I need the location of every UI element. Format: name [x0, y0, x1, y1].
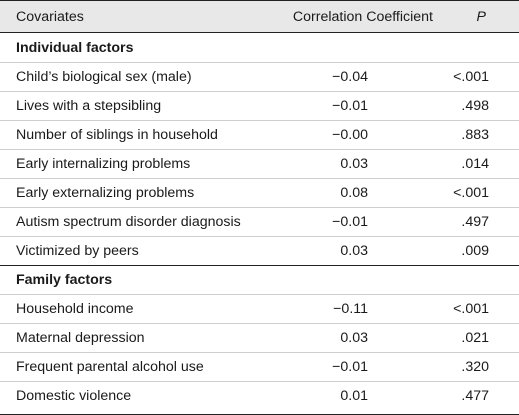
row-p-value: .320 — [461, 359, 489, 375]
row-covariate: Lives with a stepsibling — [16, 98, 162, 114]
row-covariate: Frequent parental alcohol use — [16, 359, 204, 375]
group-title: Family factors — [16, 272, 113, 288]
group-title: Individual factors — [16, 39, 134, 56]
table-row: Domestic violence 0.01 .477 — [0, 381, 519, 410]
row-coefficient: −0.00 — [332, 127, 368, 143]
header-covariates: Covariates — [16, 8, 84, 25]
row-covariate: Early externalizing problems — [16, 185, 195, 201]
row-coefficient: 0.01 — [340, 388, 368, 404]
row-covariate: Child’s biological sex (male) — [16, 69, 192, 85]
row-covariate: Victimized by peers — [16, 243, 139, 259]
row-coefficient: −0.04 — [332, 69, 368, 85]
row-covariate: Autism spectrum disorder diagnosis — [16, 214, 241, 230]
row-coefficient: 0.03 — [340, 156, 368, 172]
row-covariate: Domestic violence — [16, 388, 132, 404]
row-coefficient: 0.03 — [340, 243, 368, 259]
row-p-value: .014 — [461, 156, 489, 172]
row-p-value: .477 — [461, 388, 489, 404]
row-p-value: .021 — [461, 330, 489, 346]
row-p-value: .009 — [461, 243, 489, 259]
row-covariate: Early internalizing problems — [16, 156, 191, 172]
row-covariate: Maternal depression — [16, 330, 145, 346]
row-p-value: .498 — [461, 98, 489, 114]
table-row: Frequent parental alcohol use −0.01 .320 — [0, 352, 519, 381]
table-row: Household income −0.11 <.001 — [0, 294, 519, 323]
row-p-value: <.001 — [453, 301, 489, 317]
table-row: Maternal depression 0.03 .021 — [0, 323, 519, 352]
row-p-value: .497 — [461, 214, 489, 230]
header-p: P — [476, 8, 486, 25]
row-p-value: <.001 — [453, 69, 489, 85]
table-row: Lives with a stepsibling −0.01 .498 — [0, 91, 519, 120]
table-header-row: Covariates Correlation Coefficient P — [0, 1, 519, 33]
group-header-family-factors: Family factors — [0, 265, 519, 294]
row-p-value: .883 — [461, 127, 489, 143]
table-row: Autism spectrum disorder diagnosis −0.01… — [0, 207, 519, 236]
row-coefficient: −0.01 — [332, 359, 368, 375]
row-coefficient: 0.08 — [340, 185, 368, 201]
row-coefficient: −0.01 — [332, 98, 368, 114]
row-coefficient: −0.01 — [332, 214, 368, 230]
row-covariate: Number of siblings in household — [16, 127, 218, 143]
table-row: Child’s biological sex (male) −0.04 <.00… — [0, 62, 519, 91]
header-correlation-coefficient: Correlation Coefficient — [292, 8, 433, 25]
group-header-individual-factors: Individual factors — [0, 33, 519, 62]
table-row: Number of siblings in household −0.00 .8… — [0, 120, 519, 149]
row-covariate: Household income — [16, 301, 134, 317]
row-coefficient: −0.11 — [333, 301, 368, 317]
table-row: Victimized by peers 0.03 .009 — [0, 236, 519, 265]
table-row: Early externalizing problems 0.08 <.001 — [0, 178, 519, 207]
row-coefficient: 0.03 — [340, 330, 368, 346]
table-row: Early internalizing problems 0.03 .014 — [0, 149, 519, 178]
row-p-value: <.001 — [453, 185, 489, 201]
